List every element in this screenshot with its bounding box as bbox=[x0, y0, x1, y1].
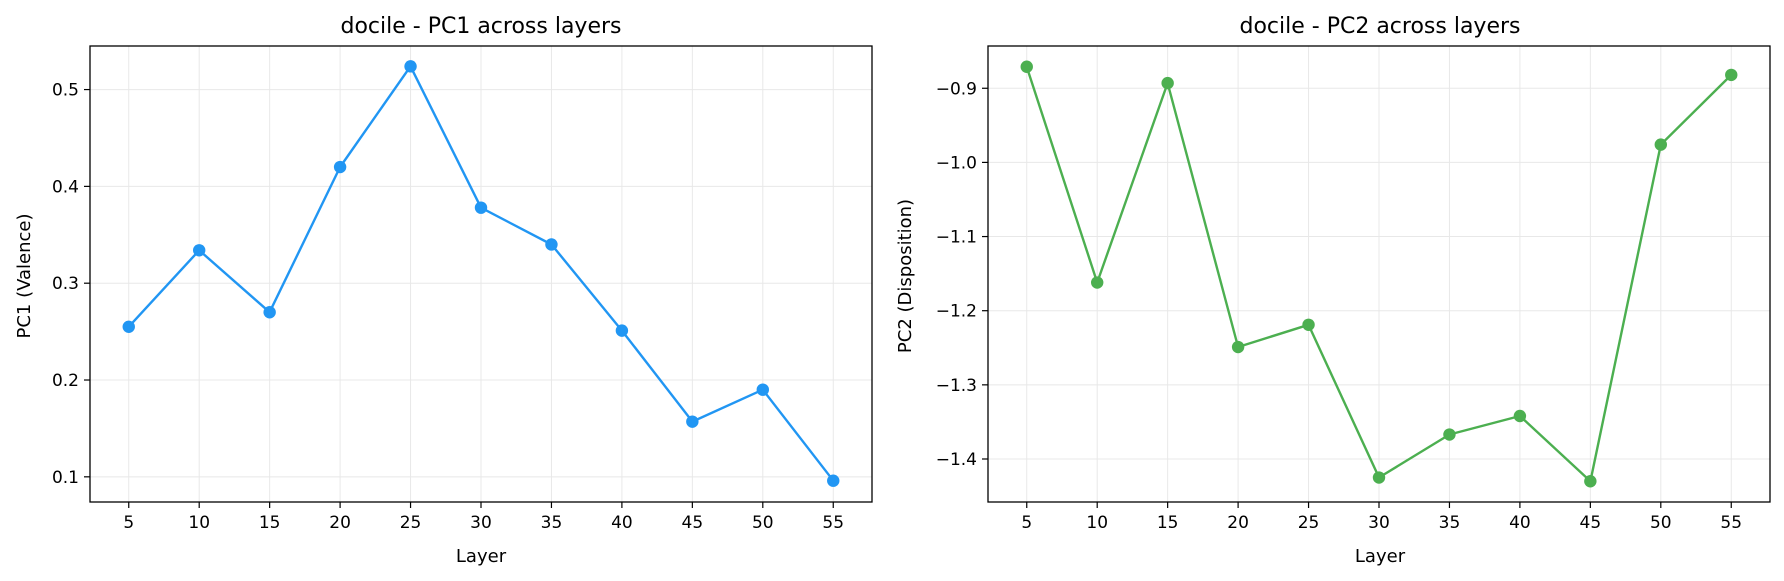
chart-title: docile - PC2 across layers bbox=[1240, 14, 1521, 39]
x-tick-label: 50 bbox=[752, 513, 774, 533]
x-tick-label: 10 bbox=[188, 513, 210, 533]
y-tick-label: −1.1 bbox=[936, 228, 977, 248]
data-point bbox=[1513, 409, 1527, 423]
data-point bbox=[1725, 68, 1738, 82]
data-point bbox=[1654, 138, 1668, 151]
data-point bbox=[1302, 318, 1315, 331]
x-axis-label: Layer bbox=[1355, 546, 1406, 567]
y-tick-label: 0.5 bbox=[52, 81, 79, 101]
plot-frame bbox=[89, 45, 873, 503]
y-axis-label: PC2 (Disposition) bbox=[895, 199, 916, 353]
data-point bbox=[474, 201, 488, 214]
data-point bbox=[263, 306, 276, 319]
x-tick-label: 10 bbox=[1086, 513, 1108, 533]
data-point bbox=[827, 474, 840, 487]
y-axis-label: PC1 (Valence) bbox=[14, 213, 35, 338]
x-tick-label: 5 bbox=[1021, 513, 1032, 533]
y-tick-label: −1.4 bbox=[936, 450, 977, 470]
x-tick-label: 45 bbox=[682, 513, 704, 533]
x-tick-label: 55 bbox=[1720, 513, 1742, 533]
data-point bbox=[333, 160, 347, 174]
data-point bbox=[1020, 60, 1033, 73]
data-point bbox=[1584, 475, 1597, 488]
x-tick-label: 5 bbox=[123, 513, 134, 533]
y-tick-label: −1.0 bbox=[936, 153, 977, 173]
x-tick-label: 35 bbox=[1439, 513, 1461, 533]
data-point bbox=[192, 244, 206, 257]
x-tick-label: 20 bbox=[329, 513, 351, 533]
y-tick-label: −0.9 bbox=[936, 79, 977, 99]
y-tick-label: 0.4 bbox=[52, 177, 79, 197]
x-tick-label: 30 bbox=[470, 513, 492, 533]
data-point bbox=[1443, 428, 1456, 441]
data-point bbox=[615, 324, 629, 337]
ticks: 5 10 15 20 25 30 35 40 45 50 55 0.1 0.2 0.3 0.4 0.5 bbox=[52, 81, 844, 533]
y-tick-label: 0.3 bbox=[52, 274, 79, 294]
x-tick-label: 55 bbox=[822, 513, 844, 533]
chart-title: docile - PC1 across layers bbox=[341, 14, 622, 39]
y-tick-label: −1.2 bbox=[936, 302, 977, 322]
series-layer bbox=[1020, 60, 1738, 488]
y-tick-label: −1.3 bbox=[936, 376, 977, 396]
x-tick-label: 40 bbox=[1509, 513, 1531, 533]
grid bbox=[90, 46, 872, 502]
x-tick-label: 50 bbox=[1650, 513, 1672, 533]
data-point bbox=[686, 415, 699, 428]
data-point bbox=[1090, 276, 1104, 289]
data-point bbox=[122, 320, 135, 333]
x-tick-label: 40 bbox=[611, 513, 633, 533]
x-tick-label: 20 bbox=[1227, 513, 1249, 533]
x-tick-label: 15 bbox=[1157, 513, 1179, 533]
x-tick-label: 45 bbox=[1580, 513, 1602, 533]
series-layer bbox=[122, 60, 840, 487]
pc1-chart: docile - PC1 across layers Layer PC1 (Va… bbox=[14, 14, 873, 567]
ticks: 5 10 15 20 25 30 35 40 45 50 55 −0.9 −1.0 −1.1 −1.2 −1.… bbox=[936, 79, 1742, 533]
data-point bbox=[1372, 471, 1386, 484]
data-point bbox=[1231, 340, 1245, 354]
x-tick-label: 35 bbox=[541, 513, 563, 533]
data-point bbox=[756, 383, 770, 396]
x-axis-label: Layer bbox=[456, 546, 507, 567]
x-tick-label: 25 bbox=[400, 513, 422, 533]
plot-frame bbox=[987, 45, 1771, 503]
grid bbox=[988, 46, 1770, 502]
x-tick-label: 15 bbox=[259, 513, 281, 533]
data-point bbox=[1161, 76, 1174, 90]
x-tick-label: 30 bbox=[1368, 513, 1390, 533]
y-tick-label: 0.2 bbox=[52, 371, 79, 391]
pc2-chart: docile - PC2 across layers Layer PC2 (Di… bbox=[895, 14, 1771, 567]
x-tick-label: 25 bbox=[1298, 513, 1320, 533]
data-point bbox=[545, 238, 558, 251]
y-tick-label: 0.1 bbox=[52, 468, 79, 488]
data-point bbox=[404, 60, 417, 73]
